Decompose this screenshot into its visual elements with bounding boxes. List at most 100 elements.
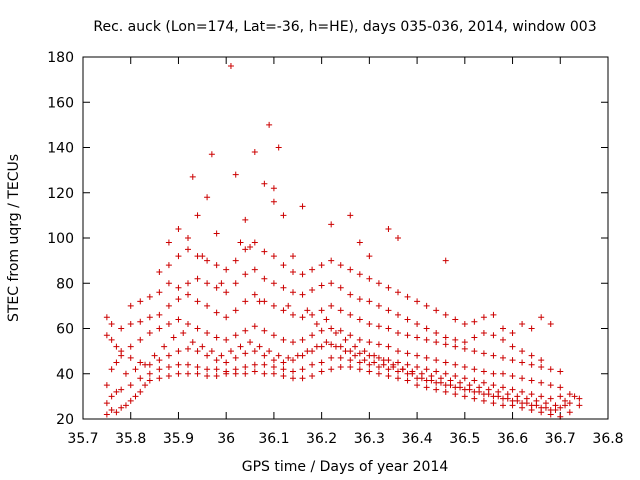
data-point — [127, 397, 134, 404]
data-point — [514, 393, 521, 400]
data-point — [361, 348, 368, 355]
data-point — [342, 348, 349, 355]
data-point — [342, 336, 349, 343]
data-point — [566, 391, 573, 398]
data-point — [433, 368, 440, 375]
data-point — [194, 212, 201, 219]
data-point — [337, 327, 344, 334]
data-point — [490, 311, 497, 318]
data-point — [318, 359, 325, 366]
data-point — [442, 257, 449, 264]
data-point — [395, 375, 401, 382]
data-point — [461, 363, 468, 370]
data-point — [299, 291, 306, 298]
y-axis-ticks: 20 40 60 80 100 120 140 160 180 — [47, 50, 608, 428]
data-point — [471, 318, 478, 325]
data-point — [294, 352, 301, 359]
data-point — [519, 320, 526, 327]
data-point — [232, 171, 239, 178]
data-point — [146, 314, 153, 321]
data-point — [361, 357, 368, 364]
data-points — [103, 63, 583, 420]
data-point — [547, 395, 554, 402]
data-point — [270, 253, 277, 260]
data-point — [204, 366, 211, 373]
data-point — [161, 343, 168, 350]
data-point — [332, 343, 339, 350]
data-point — [137, 359, 144, 366]
data-point — [175, 253, 182, 260]
data-point — [237, 343, 244, 350]
data-point — [204, 194, 211, 201]
data-point — [328, 341, 335, 348]
data-point — [156, 366, 163, 373]
data-point — [347, 363, 354, 370]
data-point — [242, 327, 249, 334]
data-point — [280, 284, 287, 291]
x-tick-label: 36.1 — [258, 431, 289, 447]
data-point — [280, 366, 287, 373]
data-point — [385, 325, 392, 332]
data-point — [547, 382, 554, 389]
x-tick-label: 36.3 — [354, 431, 385, 447]
data-point — [156, 357, 163, 364]
plot-frame — [82, 56, 609, 420]
data-point — [318, 262, 325, 269]
data-point — [251, 361, 258, 368]
data-point — [175, 348, 182, 355]
data-point — [165, 373, 172, 380]
data-point — [275, 352, 282, 359]
data-point — [366, 368, 373, 375]
data-point — [395, 368, 401, 375]
data-point — [571, 393, 578, 400]
data-point — [423, 354, 430, 361]
data-point — [285, 354, 292, 361]
data-point — [242, 246, 249, 253]
data-point — [528, 352, 535, 359]
data-point — [118, 325, 125, 332]
data-point — [385, 343, 392, 350]
data-point — [404, 293, 411, 300]
data-point — [557, 393, 564, 400]
data-point — [185, 361, 191, 368]
data-point — [132, 393, 139, 400]
data-point — [290, 268, 296, 275]
data-point — [251, 266, 258, 273]
data-point — [165, 320, 172, 327]
data-point — [500, 402, 506, 409]
data-point — [156, 311, 163, 318]
data-point — [375, 323, 382, 330]
data-point — [519, 388, 526, 395]
data-point — [156, 375, 163, 382]
data-point — [261, 370, 268, 377]
data-point — [328, 366, 335, 373]
data-point — [189, 173, 196, 180]
data-point — [385, 225, 392, 232]
data-point — [576, 402, 583, 409]
data-point — [337, 307, 344, 314]
data-point — [395, 348, 401, 355]
data-point — [447, 377, 454, 384]
data-point — [313, 343, 320, 350]
data-point — [204, 352, 211, 359]
data-point — [290, 289, 296, 296]
data-point — [113, 409, 120, 416]
data-point — [213, 230, 220, 237]
data-point — [266, 348, 273, 355]
data-point — [490, 370, 497, 377]
data-point — [232, 354, 239, 361]
data-point — [528, 325, 535, 332]
x-tick-label: 36 — [217, 431, 235, 447]
data-point — [414, 363, 421, 370]
data-point — [270, 198, 277, 205]
data-point — [165, 262, 172, 269]
data-point — [185, 280, 191, 287]
data-point — [452, 316, 459, 323]
data-point — [156, 325, 163, 332]
data-point — [199, 343, 206, 350]
data-point — [433, 339, 440, 346]
data-point — [165, 302, 172, 309]
data-point — [175, 316, 182, 323]
data-point — [127, 354, 134, 361]
data-point — [356, 239, 363, 246]
